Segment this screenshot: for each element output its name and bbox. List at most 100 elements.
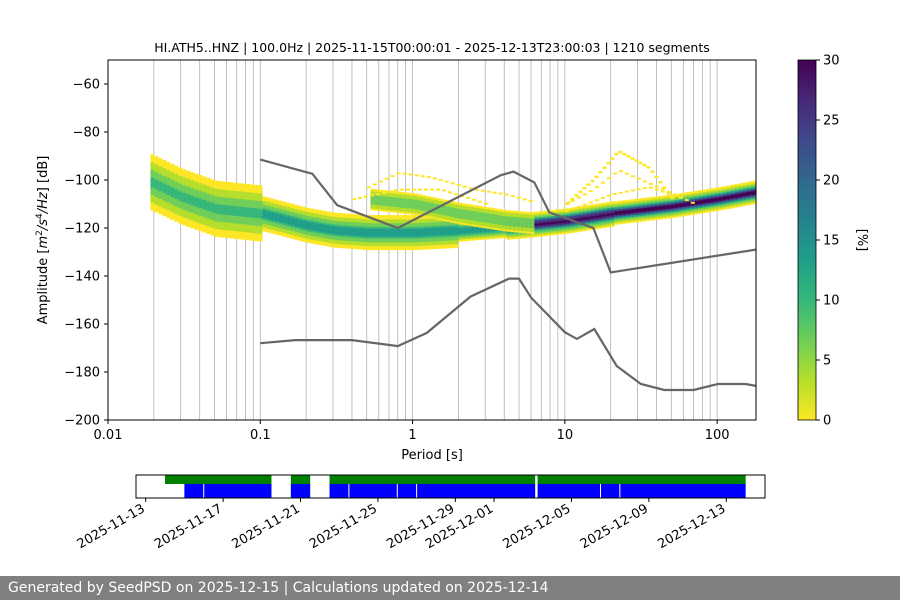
- psd-cell: [430, 239, 435, 242]
- psd-cell: [538, 232, 543, 235]
- psd-cell: [478, 227, 483, 231]
- psd-cell: [726, 185, 731, 188]
- psd-cell: [158, 183, 163, 186]
- psd-cell: [170, 209, 175, 213]
- psd-cell: [230, 199, 235, 203]
- psd-cell: [490, 207, 495, 211]
- psd-cell: [518, 234, 523, 237]
- psd-cell: [250, 236, 255, 239]
- psd-cell: [462, 213, 467, 216]
- psd-cell: [666, 192, 671, 195]
- psd-cell: [430, 216, 435, 219]
- psd-cell: [302, 226, 307, 229]
- psd-cell: [678, 201, 683, 204]
- psd-cell: [262, 217, 267, 220]
- psd-cell: [606, 217, 611, 220]
- psd-cell: [734, 191, 739, 195]
- psd-cell: [218, 227, 223, 230]
- psd-cell: [198, 217, 203, 220]
- psd-cell: [206, 204, 211, 208]
- psd-cell: [606, 203, 611, 207]
- psd-cell: [314, 238, 319, 241]
- psd-cell: [374, 200, 379, 204]
- psd-cell: [262, 211, 267, 215]
- psd-cell: [326, 242, 331, 245]
- psd-cell: [618, 212, 623, 215]
- psd-cell: [498, 224, 503, 227]
- psd-cell: [750, 181, 755, 184]
- psd-cell: [390, 208, 395, 211]
- psd-cell: [430, 237, 435, 240]
- psd-cell: [498, 218, 503, 222]
- psd-cell: [394, 234, 399, 237]
- psd-cell: [330, 241, 335, 244]
- psd-cell: [734, 184, 739, 187]
- psd-cell: [394, 208, 399, 211]
- psd-cell: [510, 223, 515, 227]
- psd-cell: [190, 193, 195, 196]
- psd-cell: [690, 208, 695, 212]
- psd-cell: [166, 208, 171, 211]
- psd-cell: [578, 210, 583, 213]
- psd-cell: [174, 202, 179, 205]
- psd-cell: [666, 195, 671, 198]
- psd-cell: [190, 191, 195, 194]
- psd-cell: [338, 238, 343, 241]
- psd-cell: [694, 200, 699, 203]
- psd-cell: [258, 208, 263, 211]
- psd-cell: [478, 221, 483, 224]
- psd-cell: [570, 197, 575, 201]
- psd-cell: [650, 196, 655, 200]
- psd-cell: [346, 219, 351, 222]
- psd-cell: [614, 206, 619, 210]
- psd-cell: [466, 225, 471, 228]
- psd-cell: [190, 216, 195, 219]
- psd-cell: [686, 193, 691, 197]
- psd-cell: [322, 212, 327, 216]
- psd-cell: [238, 198, 243, 201]
- psd-cell: [418, 216, 423, 220]
- psd-cell: [374, 196, 379, 200]
- psd-cell: [530, 221, 535, 225]
- psd-cell: [450, 236, 455, 239]
- psd-cell: [390, 215, 395, 218]
- psd-cell: [302, 214, 307, 218]
- psd-cell: [246, 207, 251, 210]
- psd-cell: [670, 207, 675, 211]
- psd-cell: [354, 227, 359, 231]
- psd-cell: [254, 186, 259, 190]
- psd-cell: [150, 169, 155, 173]
- psd-cell: [684, 199, 689, 202]
- psd-cell: [486, 233, 491, 236]
- psd-cell: [222, 225, 227, 229]
- psd-cell: [426, 237, 431, 240]
- psd-cell: [506, 219, 511, 223]
- psd-cell: [490, 211, 495, 215]
- psd-cell: [238, 204, 243, 207]
- psd-cell: [190, 177, 195, 181]
- psd-cell: [406, 226, 411, 230]
- psd-cell: [498, 222, 503, 225]
- psd-cell: [234, 198, 239, 201]
- psd-cell: [522, 230, 527, 234]
- psd-cell: [718, 188, 723, 192]
- psd-cell: [178, 211, 183, 215]
- psd-cell: [522, 223, 527, 226]
- psd-cell: [738, 196, 743, 200]
- psd-cell: [354, 214, 359, 217]
- psd-cell: [418, 204, 423, 207]
- psd-cell: [266, 199, 271, 202]
- psd-cell: [381, 191, 386, 194]
- psd-cell: [154, 204, 159, 207]
- psd-cell: [474, 209, 479, 212]
- psd-cell: [390, 240, 395, 243]
- psd-cell: [738, 192, 743, 196]
- psd-cell: [418, 200, 423, 203]
- psd-cell: [498, 226, 503, 229]
- psd-cell: [206, 202, 211, 206]
- psd-cell: [226, 220, 231, 223]
- psd-cell: [186, 209, 191, 212]
- psd-cell: [710, 209, 715, 212]
- psd-cell: [266, 207, 271, 210]
- psd-cell: [582, 224, 587, 228]
